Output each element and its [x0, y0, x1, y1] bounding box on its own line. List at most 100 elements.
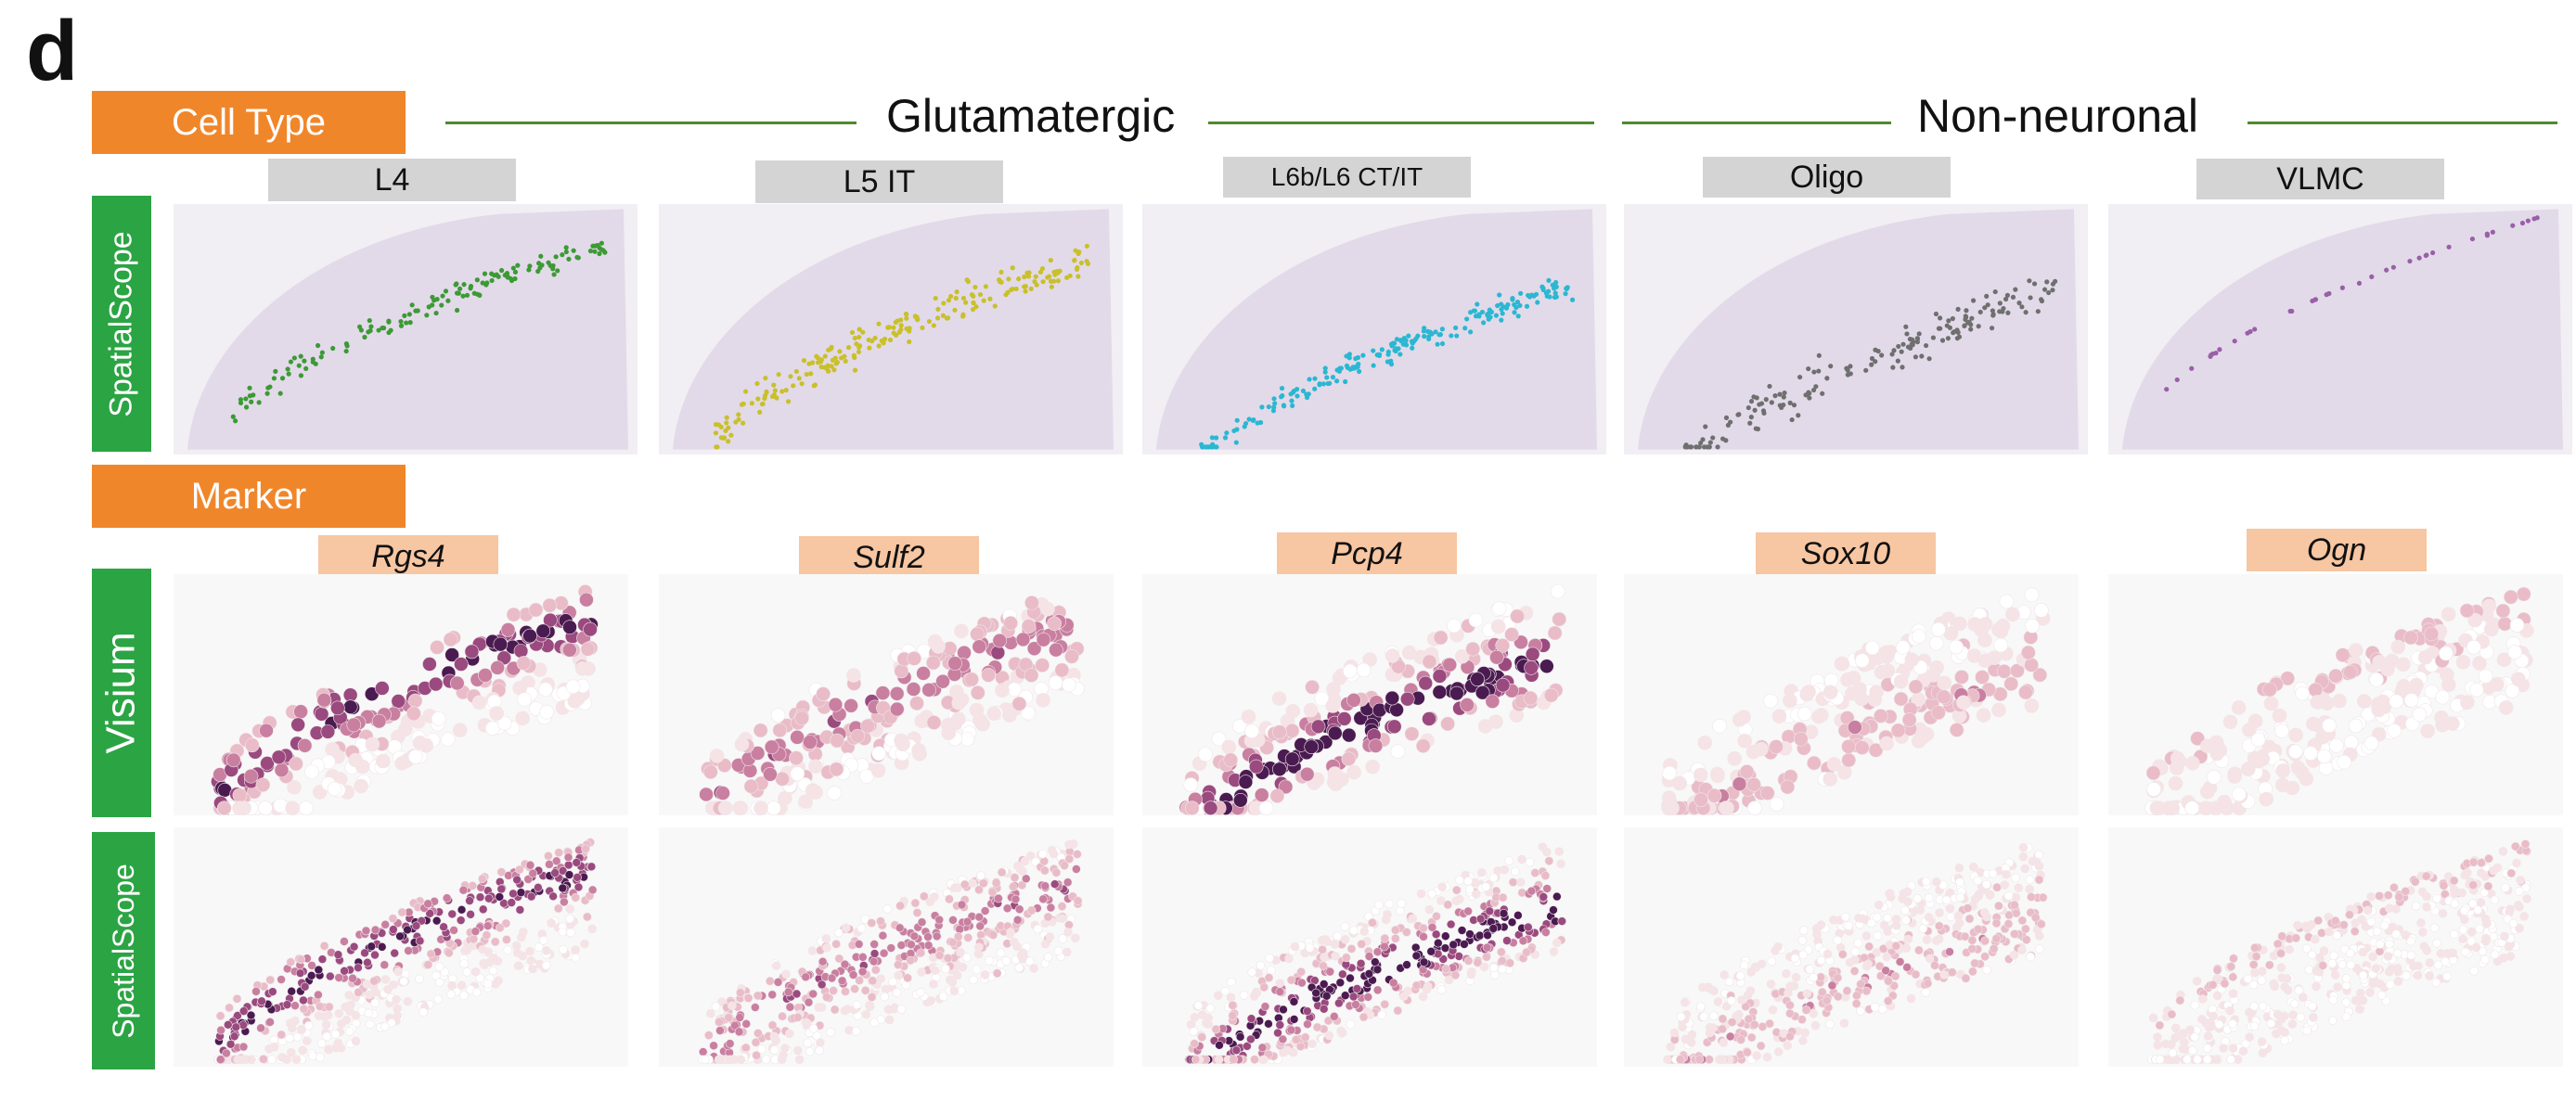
- expression-spot: [232, 787, 248, 803]
- expression-spot: [2376, 991, 2387, 1000]
- cell-dot: [318, 354, 324, 360]
- expression-spot: [2017, 945, 2027, 955]
- expression-spot: [914, 713, 930, 729]
- expression-spot: [912, 908, 922, 917]
- expression-spot: [2328, 1016, 2338, 1026]
- expression-spot: [1739, 960, 1749, 970]
- expression-spot: [543, 612, 558, 628]
- cell-type-label: L4: [268, 159, 516, 201]
- expression-spot: [2220, 979, 2230, 989]
- cell-dot: [1813, 384, 1819, 390]
- expression-spot: [1797, 936, 1808, 945]
- expression-spot: [1823, 949, 1833, 959]
- cell-dot: [1816, 352, 1822, 358]
- expression-spot: [1449, 685, 1464, 701]
- expression-spot: [1992, 882, 2002, 892]
- cell-dot: [1550, 282, 1555, 288]
- expression-spot: [1275, 979, 1285, 988]
- expression-spot: [1489, 963, 1499, 973]
- expression-spot: [1269, 788, 1285, 803]
- expression-spot: [2332, 693, 2347, 709]
- cell-dot: [587, 248, 594, 254]
- expression-spot: [1072, 864, 1081, 874]
- cell-dot: [343, 341, 350, 347]
- cell-dot: [2023, 310, 2029, 315]
- expression-spot: [1924, 893, 1934, 903]
- cell-dot: [474, 291, 481, 297]
- expression-spot: [1873, 931, 1883, 941]
- expression-spot: [2285, 780, 2300, 796]
- expression-spot: [1416, 889, 1426, 899]
- expression-spot: [560, 897, 569, 907]
- expression-spot: [833, 928, 844, 938]
- expression-spot: [1718, 1024, 1727, 1034]
- expression-spot: [854, 940, 864, 949]
- cell-dot: [1526, 292, 1531, 299]
- expression-spot: [994, 893, 1003, 903]
- tissue-section: [1156, 209, 1597, 450]
- cell-dot: [724, 420, 729, 426]
- expression-spot: [1450, 970, 1461, 980]
- cell-dot: [1816, 368, 1822, 374]
- expression-spot: [2197, 1014, 2207, 1024]
- cell-dot: [2430, 250, 2436, 256]
- cell-dot: [1964, 308, 1969, 314]
- cell-dot: [1535, 300, 1540, 305]
- expression-spot: [2514, 887, 2524, 896]
- cell-dot: [1388, 362, 1395, 367]
- expression-spot: [2249, 1021, 2260, 1031]
- expression-spot: [1260, 1002, 1270, 1011]
- expression-spot: [231, 1022, 241, 1032]
- expression-spot: [2199, 784, 2215, 800]
- expression-spot: [1798, 1036, 1808, 1045]
- expression-spot: [938, 992, 948, 1002]
- expression-spot: [496, 716, 512, 731]
- expression-spot: [2328, 995, 2338, 1005]
- expression-spot: [1719, 800, 1733, 815]
- cell-dot: [1700, 437, 1706, 442]
- expression-spot: [1311, 988, 1320, 998]
- cell-dot: [1422, 326, 1427, 331]
- expression-spot: [1433, 630, 1449, 646]
- expression-spot: [526, 891, 536, 902]
- expression-spot: [852, 1000, 862, 1010]
- expression-spot: [452, 723, 468, 737]
- expression-spot: [1903, 897, 1913, 906]
- cell-dot: [1891, 348, 1897, 353]
- cell-dot: [415, 308, 420, 314]
- expression-spot: [1985, 890, 1995, 900]
- expression-spot: [1368, 917, 1377, 928]
- expression-spot: [985, 955, 994, 966]
- expression-spot: [399, 977, 408, 986]
- expression-spot: [580, 939, 589, 949]
- expression-spot: [1524, 922, 1533, 932]
- cell-dot: [1510, 296, 1515, 301]
- cell-dot: [510, 265, 516, 271]
- expression-spot: [734, 736, 750, 752]
- cell-dot: [404, 320, 409, 326]
- expression-spot: [2258, 1048, 2268, 1058]
- expression-spot: [344, 1027, 354, 1036]
- expression-spot: [2167, 1040, 2176, 1049]
- expression-spot: [1947, 967, 1957, 978]
- expression-spot: [2212, 991, 2222, 1001]
- expression-spot: [1408, 914, 1418, 924]
- expression-spot: [1780, 779, 1796, 795]
- expression-spot: [1977, 617, 1993, 632]
- expression-spot: [815, 1038, 825, 1047]
- expression-spot: [1902, 963, 1912, 972]
- expression-spot: [907, 940, 916, 950]
- expression-spot: [2250, 967, 2260, 978]
- cell-dot: [409, 302, 415, 308]
- cell-dot: [1748, 415, 1754, 420]
- cell-dot: [1938, 326, 1943, 331]
- expression-spot: [1713, 997, 1723, 1006]
- expression-spot: [439, 922, 448, 932]
- expression-spot: [423, 899, 432, 909]
- expression-spot: [2391, 929, 2402, 939]
- expression-spot: [2497, 616, 2513, 632]
- expression-spot: [1284, 954, 1294, 964]
- expression-spot: [951, 695, 967, 711]
- expression-spot: [709, 1041, 718, 1051]
- expression-spot: [2412, 707, 2428, 723]
